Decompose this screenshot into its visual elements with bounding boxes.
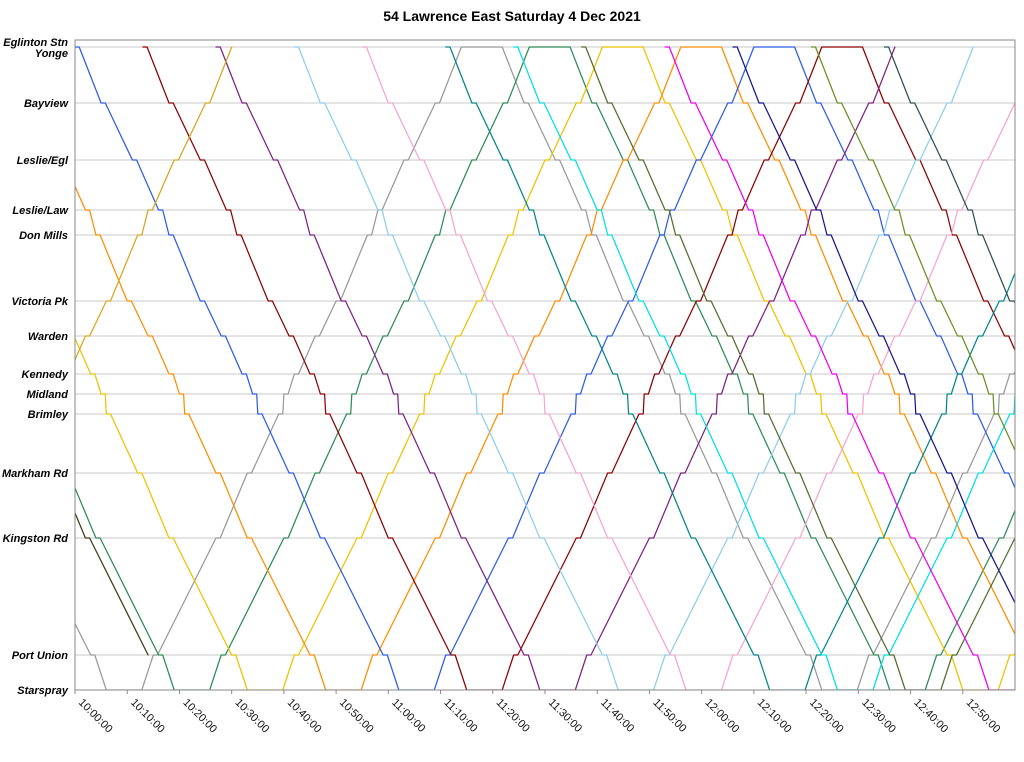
station-label: Kingston Rd [3,533,69,545]
trip-line [664,46,1015,690]
trip-line [732,46,1015,605]
x-tick-label: 11:10:00 [441,697,479,735]
trip-line [142,46,1015,690]
station-label: Kennedy [22,369,69,381]
trip-line [75,46,1015,690]
x-tick-label: 11:50:00 [650,697,688,735]
station-label: Midland [26,389,68,401]
trip-line [75,511,149,656]
x-tick-label: 12:40:00 [911,697,950,736]
x-tick-label: 11:30:00 [546,697,584,735]
station-label: Leslie/Egl [17,155,69,167]
x-tick-label: 11:20:00 [494,697,532,735]
station-label-line2: Yonge [35,48,68,60]
x-tick-label: 12:50:00 [964,697,1003,736]
trip-line [293,46,974,690]
x-tick-label: 10:40:00 [285,697,324,736]
trip-line [75,46,1015,690]
station-label: Eglinton Stn [3,37,68,49]
x-tick-label: 12:30:00 [859,697,898,736]
x-tick-label: 11:00:00 [389,697,427,735]
trips-clip-group [75,46,1015,690]
trip-line [75,46,233,362]
station-label: Markham Rd [2,468,68,480]
x-tick-label: 12:10:00 [755,697,794,736]
trip-line [215,46,896,690]
trip-lines-layer [75,46,1015,690]
trip-line [75,46,1015,690]
x-tick-label: 10:00:00 [76,697,115,736]
station-label: Victoria Pk [12,296,69,308]
x-tick-label: 11:40:00 [598,697,636,735]
station-label: Warden [28,331,68,343]
station-label: Starspray [17,685,69,697]
station-label: Port Union [12,650,68,662]
trip-line [513,46,1015,690]
station-label: Don Mills [19,230,68,242]
x-tick-label: 10:30:00 [233,697,272,736]
station-label: Bayview [24,98,69,110]
trip-line [810,46,1015,452]
x-tick-label: 12:00:00 [703,697,742,736]
chart-title: 54 Lawrence East Saturday 4 Dec 2021 [383,8,641,24]
trip-line [75,46,1015,690]
station-label: Leslie/Law [12,205,69,217]
station-label: Brimley [28,409,69,421]
x-tick-label: 12:20:00 [807,697,846,736]
grid-layer [75,46,1015,691]
x-tick-label: 10:10:00 [128,697,167,736]
trip-line [361,46,1015,690]
trip-line [883,46,1015,305]
x-tick-label: 10:50:00 [337,697,376,736]
x-tick-label: 10:20:00 [180,697,219,736]
trip-line [445,46,1015,690]
trip-line [580,46,1015,690]
